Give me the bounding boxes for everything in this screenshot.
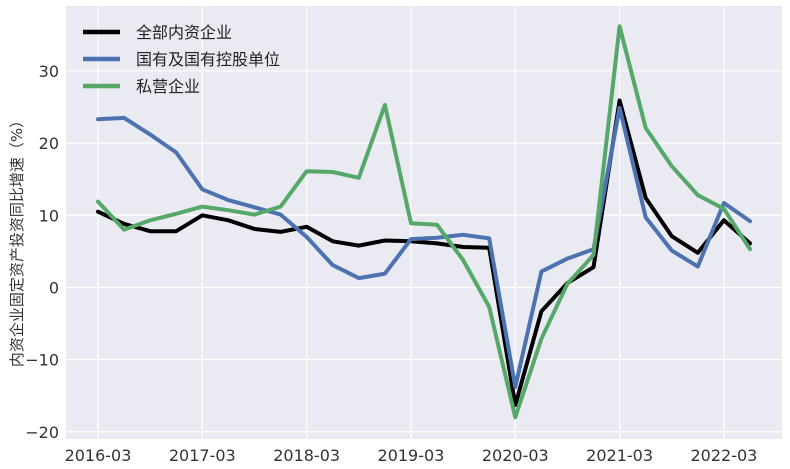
- y-axis-label: 内资企业固定资产投资同比增速（%）: [8, 113, 26, 367]
- x-tick-label: 2019-03: [378, 446, 445, 465]
- x-tick-labels: 2016-03 2017-03 2018-03 2019-03 2020-03 2021-…: [65, 446, 758, 465]
- x-tick-label: 2021-03: [586, 446, 653, 465]
- y-tick-label: 30: [39, 62, 59, 81]
- x-tick-label: 2022-03: [690, 446, 757, 465]
- x-tick-label: 2020-03: [482, 446, 549, 465]
- y-tick-label: 20: [39, 134, 59, 153]
- legend-label-1: 全部内资企业: [136, 23, 232, 42]
- y-tick-label: −20: [25, 423, 59, 442]
- legend-label-3: 私营企业: [136, 77, 200, 96]
- x-tick-label: 2018-03: [273, 446, 340, 465]
- legend-label-2: 国有及国有控股单位: [136, 50, 280, 69]
- y-tick-labels: −20 −10 0 10 20 30: [25, 62, 59, 442]
- y-tick-label: −10: [25, 351, 59, 370]
- y-tick-label: 0: [49, 278, 59, 297]
- x-tick-label: 2016-03: [65, 446, 132, 465]
- series-line-1: [96, 98, 752, 408]
- series-line-3: [96, 24, 752, 420]
- series-line-2: [96, 105, 752, 389]
- series-group: [96, 24, 752, 420]
- y-tick-label: 10: [39, 206, 59, 225]
- x-tick-label: 2017-03: [169, 446, 236, 465]
